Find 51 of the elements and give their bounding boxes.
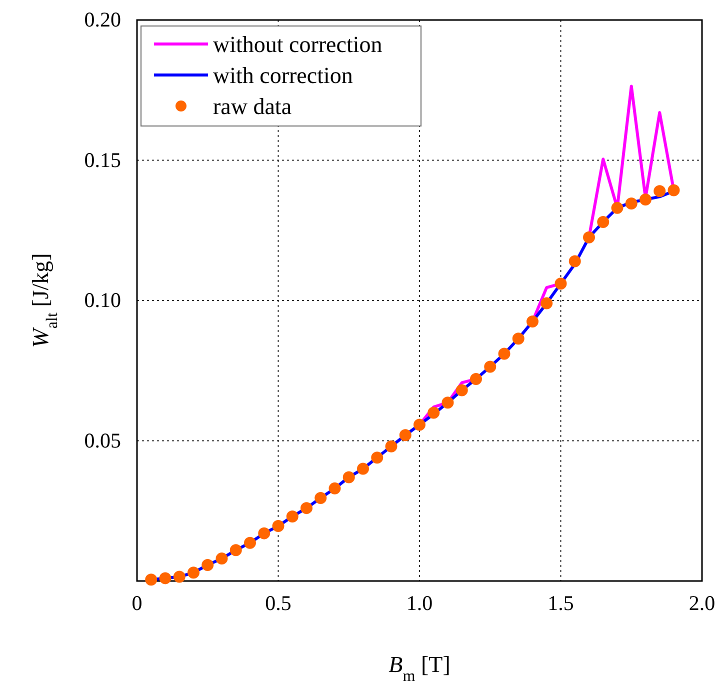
x-tick-label: 0	[132, 590, 142, 615]
x-tick-label: 0.5	[265, 590, 292, 615]
point	[654, 185, 666, 198]
y-tick-label: 0.20	[84, 8, 121, 32]
legend-label: raw data	[213, 94, 292, 119]
point	[385, 440, 398, 452]
point	[272, 520, 284, 532]
point	[202, 559, 214, 571]
point	[456, 384, 468, 396]
legend-label: without correction	[213, 32, 383, 57]
point	[540, 297, 553, 310]
point	[414, 418, 426, 431]
point	[357, 462, 369, 475]
point	[470, 373, 482, 386]
point	[568, 255, 581, 268]
y-tick-label: 0.05	[84, 428, 121, 452]
x-tick-label: 1.0	[406, 590, 433, 615]
point	[159, 572, 172, 584]
point	[314, 492, 327, 504]
point	[399, 429, 412, 442]
point	[258, 527, 270, 540]
point	[173, 570, 186, 583]
point	[442, 396, 454, 409]
point	[640, 194, 652, 206]
point	[484, 360, 496, 373]
point	[342, 471, 355, 484]
point	[145, 574, 158, 586]
point	[230, 544, 242, 556]
point	[512, 332, 524, 345]
y-tick-label: 0.10	[84, 288, 121, 312]
point	[583, 231, 595, 244]
point	[188, 566, 200, 579]
point	[554, 278, 567, 290]
point	[328, 482, 341, 494]
point	[216, 552, 228, 565]
x-tick-label: 1.5	[548, 590, 574, 615]
point	[498, 348, 510, 360]
point	[300, 502, 312, 514]
x-axis-title: B$_{m}$ [T]	[388, 652, 450, 682]
point	[668, 184, 680, 196]
point	[611, 202, 624, 214]
point	[526, 316, 538, 328]
point	[371, 452, 384, 464]
point	[286, 510, 298, 522]
point	[428, 406, 440, 419]
point	[625, 197, 638, 210]
y-tick-label: 0.15	[84, 148, 121, 172]
x-tick-label: 2.0	[688, 590, 716, 615]
point	[244, 536, 256, 549]
point	[597, 216, 610, 228]
legend-label: with correction	[213, 63, 354, 88]
